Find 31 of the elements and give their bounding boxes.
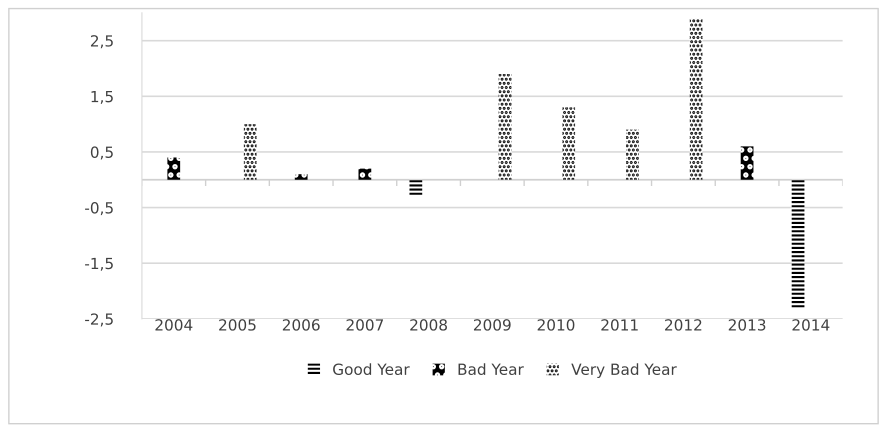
y-tick-label: 0,5 bbox=[90, 146, 113, 160]
x-tick-label: 2008 bbox=[410, 319, 447, 331]
bar bbox=[498, 74, 512, 180]
x-tick-label: 2005 bbox=[219, 319, 256, 331]
bar bbox=[626, 130, 639, 180]
legend-label: Good Year bbox=[333, 363, 410, 376]
x-tick-label: 2007 bbox=[346, 319, 384, 331]
y-tick-label: 1,5 bbox=[92, 90, 113, 104]
x-tick-label: 2012 bbox=[665, 319, 702, 331]
x-tick-label: 2011 bbox=[601, 319, 638, 331]
bar bbox=[294, 174, 308, 180]
x-tick-label: 2004 bbox=[155, 319, 192, 331]
x-tick-label: 2009 bbox=[474, 319, 511, 331]
x-tick-label: 2013 bbox=[728, 319, 766, 331]
y-tick-label: -1,5 bbox=[85, 258, 113, 271]
bar bbox=[562, 107, 576, 180]
x-tick-label: 2014 bbox=[792, 319, 830, 331]
bar bbox=[792, 180, 804, 308]
bar bbox=[740, 146, 754, 180]
y-tick-label: -0,5 bbox=[85, 202, 113, 216]
x-tick-label: 2010 bbox=[538, 319, 574, 331]
y-tick-label: 2,5 bbox=[90, 35, 113, 48]
bar bbox=[690, 18, 703, 180]
bar bbox=[358, 168, 372, 180]
legend-label: Bad Year bbox=[458, 363, 524, 376]
bar bbox=[167, 158, 180, 180]
legend-label: Very Bad Year bbox=[571, 363, 677, 378]
x-tick-label: 2006 bbox=[282, 319, 320, 331]
y-tick-label: -2,5 bbox=[85, 313, 113, 326]
bar bbox=[409, 180, 422, 196]
bar bbox=[244, 124, 257, 180]
